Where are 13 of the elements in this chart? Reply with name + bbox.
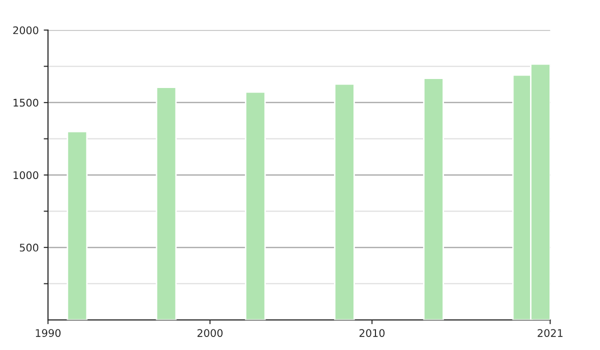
y-tick-label: 1000: [14, 171, 38, 180]
x-tick-label: 1990: [36, 329, 61, 337]
bar: [156, 86, 177, 320]
bar: [334, 83, 355, 320]
bar: [66, 130, 88, 320]
y-tick-label: 2000: [13, 26, 38, 34]
y-tick-label: 500: [20, 244, 38, 252]
x-tick-label: 2021: [538, 329, 562, 337]
x-tick-label: 2000: [198, 329, 223, 337]
bar: [244, 91, 266, 320]
y-tick-label: 1500: [14, 98, 38, 107]
x-tick-label: 2010: [360, 329, 385, 337]
bar: [423, 78, 444, 320]
